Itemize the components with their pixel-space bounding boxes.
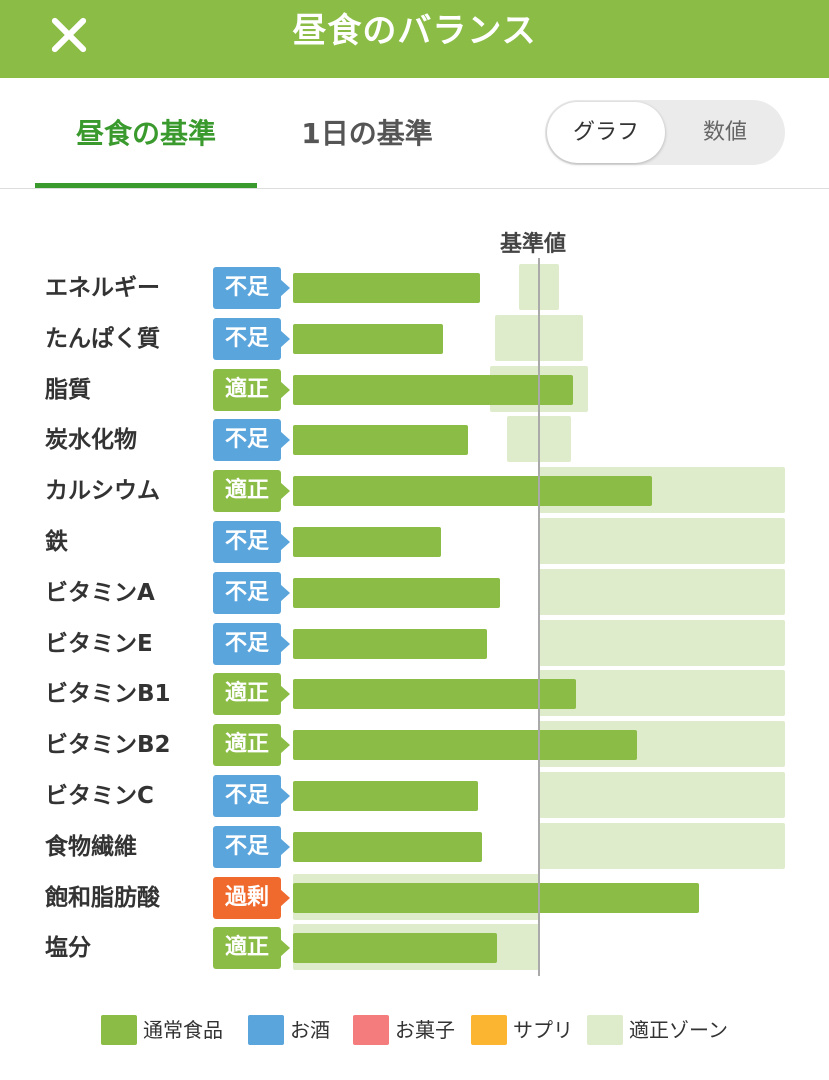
tab-bar: 昼食の基準 1日の基準 (0, 78, 829, 189)
nutrient-row: ビタミンC 不足 (0, 772, 829, 818)
adequate-zone (539, 670, 785, 717)
intake-bar (293, 781, 478, 811)
status-badge: 不足 (213, 267, 290, 309)
nutrient-row: たんぱく質 不足 (0, 314, 829, 361)
intake-bar (293, 933, 498, 964)
nutrient-row: カルシウム 適正 (0, 467, 829, 514)
page-title: 昼食のバランス (292, 11, 537, 51)
status-badge: 不足 (213, 622, 290, 665)
nutrient-row: ビタミンB1 適正 (0, 670, 829, 717)
status-badge: 不足 (213, 571, 290, 614)
status-badge: 不足 (213, 419, 290, 462)
nutrient-label: 塩分 (45, 935, 91, 962)
legend-swatch (101, 1015, 137, 1045)
nutrient-row: 飽和脂肪酸 過剰 (0, 873, 829, 920)
intake-bar (293, 679, 576, 710)
nutrient-label: 炭水化物 (45, 427, 137, 454)
intake-bar (293, 323, 444, 354)
tab-daily-standard-label: 1日の基準 (301, 117, 433, 150)
reference-line (538, 258, 540, 976)
intake-bar (293, 273, 480, 303)
graph-toggle-button[interactable]: グラフ (547, 102, 665, 163)
adequate-zone (539, 619, 785, 666)
tab-lunch-standard[interactable]: 昼食の基準 (35, 78, 257, 188)
intake-bar (293, 374, 574, 405)
view-toggle: グラフ 数値 (545, 100, 785, 165)
adequate-zone (539, 822, 785, 869)
status-badge: 不足 (213, 775, 290, 817)
status-badge: 適正 (213, 368, 290, 411)
status-badge: 過剰 (213, 876, 290, 919)
nutrient-label: ビタミンB2 (45, 732, 171, 759)
status-badge: 不足 (213, 825, 290, 868)
nutrient-label: 鉄 (45, 529, 68, 555)
intake-bar (293, 425, 468, 456)
chart-legend: 通常食品 お酒 お菓子 サプリ 適正ゾーン (0, 1012, 829, 1052)
status-badge: 適正 (213, 724, 290, 767)
nutrient-label: 脂質 (45, 376, 91, 403)
legend-label: 通常食品 (143, 1018, 223, 1042)
header-bar: 昼食のバランス (0, 0, 829, 78)
status-badge: 適正 (213, 673, 290, 716)
active-tab-indicator (35, 183, 257, 188)
nutrient-row: 鉄 不足 (0, 518, 829, 564)
nutrient-label: ビタミンE (45, 630, 153, 657)
reference-label: 基準値 (500, 232, 567, 257)
intake-bar (293, 730, 638, 761)
status-badge: 不足 (213, 521, 290, 563)
tab-lunch-standard-label: 昼食の基準 (75, 117, 216, 150)
legend-label: お酒 (290, 1018, 330, 1042)
status-badge: 適正 (213, 470, 290, 513)
intake-bar (293, 527, 441, 557)
nutrient-label: カルシウム (45, 478, 160, 505)
nutrient-label: ビタミンB1 (45, 681, 171, 708)
nutrient-row: 塩分 適正 (0, 924, 829, 971)
legend-label: サプリ (513, 1018, 573, 1042)
tab-daily-standard[interactable]: 1日の基準 (262, 78, 472, 188)
nutrient-label: ビタミンA (45, 579, 155, 606)
adequate-zone (539, 568, 785, 615)
nutrient-row: エネルギー 不足 (0, 264, 829, 310)
nutrient-row: ビタミンB2 適正 (0, 721, 829, 768)
legend-label: 適正ゾーン (629, 1018, 728, 1042)
legend-swatch (471, 1015, 507, 1045)
intake-bar (293, 882, 699, 913)
intake-bar (293, 831, 483, 862)
status-badge: 適正 (213, 927, 290, 970)
legend-swatch (353, 1015, 389, 1045)
status-badge: 不足 (213, 317, 290, 360)
legend-label: お菓子 (395, 1018, 455, 1042)
nutrient-row: 食物繊維 不足 (0, 822, 829, 869)
nutrient-label: 飽和脂肪酸 (45, 884, 160, 911)
adequate-zone (539, 518, 785, 564)
intake-bar (293, 577, 500, 608)
nutrient-row: ビタミンE 不足 (0, 619, 829, 666)
nutrient-row: 炭水化物 不足 (0, 416, 829, 463)
legend-swatch (587, 1015, 623, 1045)
adequate-zone (539, 772, 785, 818)
nutrient-row: ビタミンA 不足 (0, 568, 829, 615)
nutrient-label: たんぱく質 (45, 325, 160, 352)
intake-bar (293, 476, 653, 507)
nutrient-label: エネルギー (45, 275, 160, 301)
legend-swatch (248, 1015, 284, 1045)
intake-bar (293, 628, 488, 659)
value-toggle-button[interactable]: 数値 (702, 120, 747, 145)
nutrient-label: 食物繊維 (45, 833, 137, 860)
nutrient-label: ビタミンC (45, 783, 154, 809)
nutrient-row: 脂質 適正 (0, 365, 829, 412)
